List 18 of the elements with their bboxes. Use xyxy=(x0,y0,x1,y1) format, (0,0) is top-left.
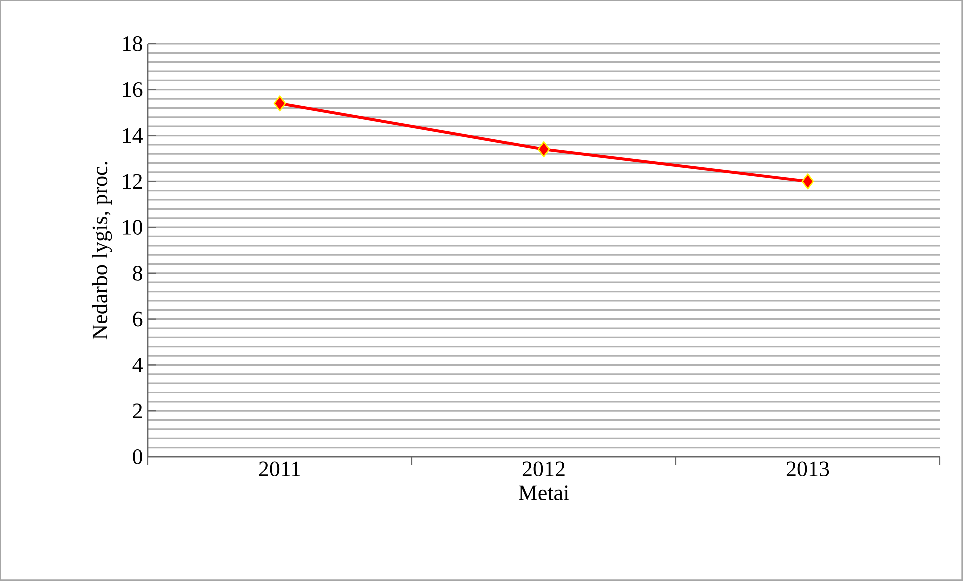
y-tick-label: 18 xyxy=(123,36,142,52)
y-tick-label: 4 xyxy=(132,358,143,372)
x-tick-label: 2012 xyxy=(522,462,565,477)
y-axis-title: Nedarbo lygis, proc. xyxy=(92,162,112,340)
y-tick-label: 12 xyxy=(123,174,142,189)
x-tick-label: 2013 xyxy=(786,462,830,477)
x-axis-title: Metai xyxy=(518,486,570,500)
y-tick-label: 0 xyxy=(133,450,142,464)
x-tick-label: 2011 xyxy=(259,462,300,477)
point xyxy=(538,142,550,158)
y-tick-label: 10 xyxy=(123,220,142,235)
y-tick-label: 2 xyxy=(133,404,142,418)
y-tick-label: 6 xyxy=(133,312,143,327)
y-tick-label: 8 xyxy=(133,266,142,281)
point xyxy=(802,174,814,190)
y-tick-label: 16 xyxy=(123,82,143,98)
y-tick-label: 14 xyxy=(123,128,143,144)
point xyxy=(274,96,286,112)
